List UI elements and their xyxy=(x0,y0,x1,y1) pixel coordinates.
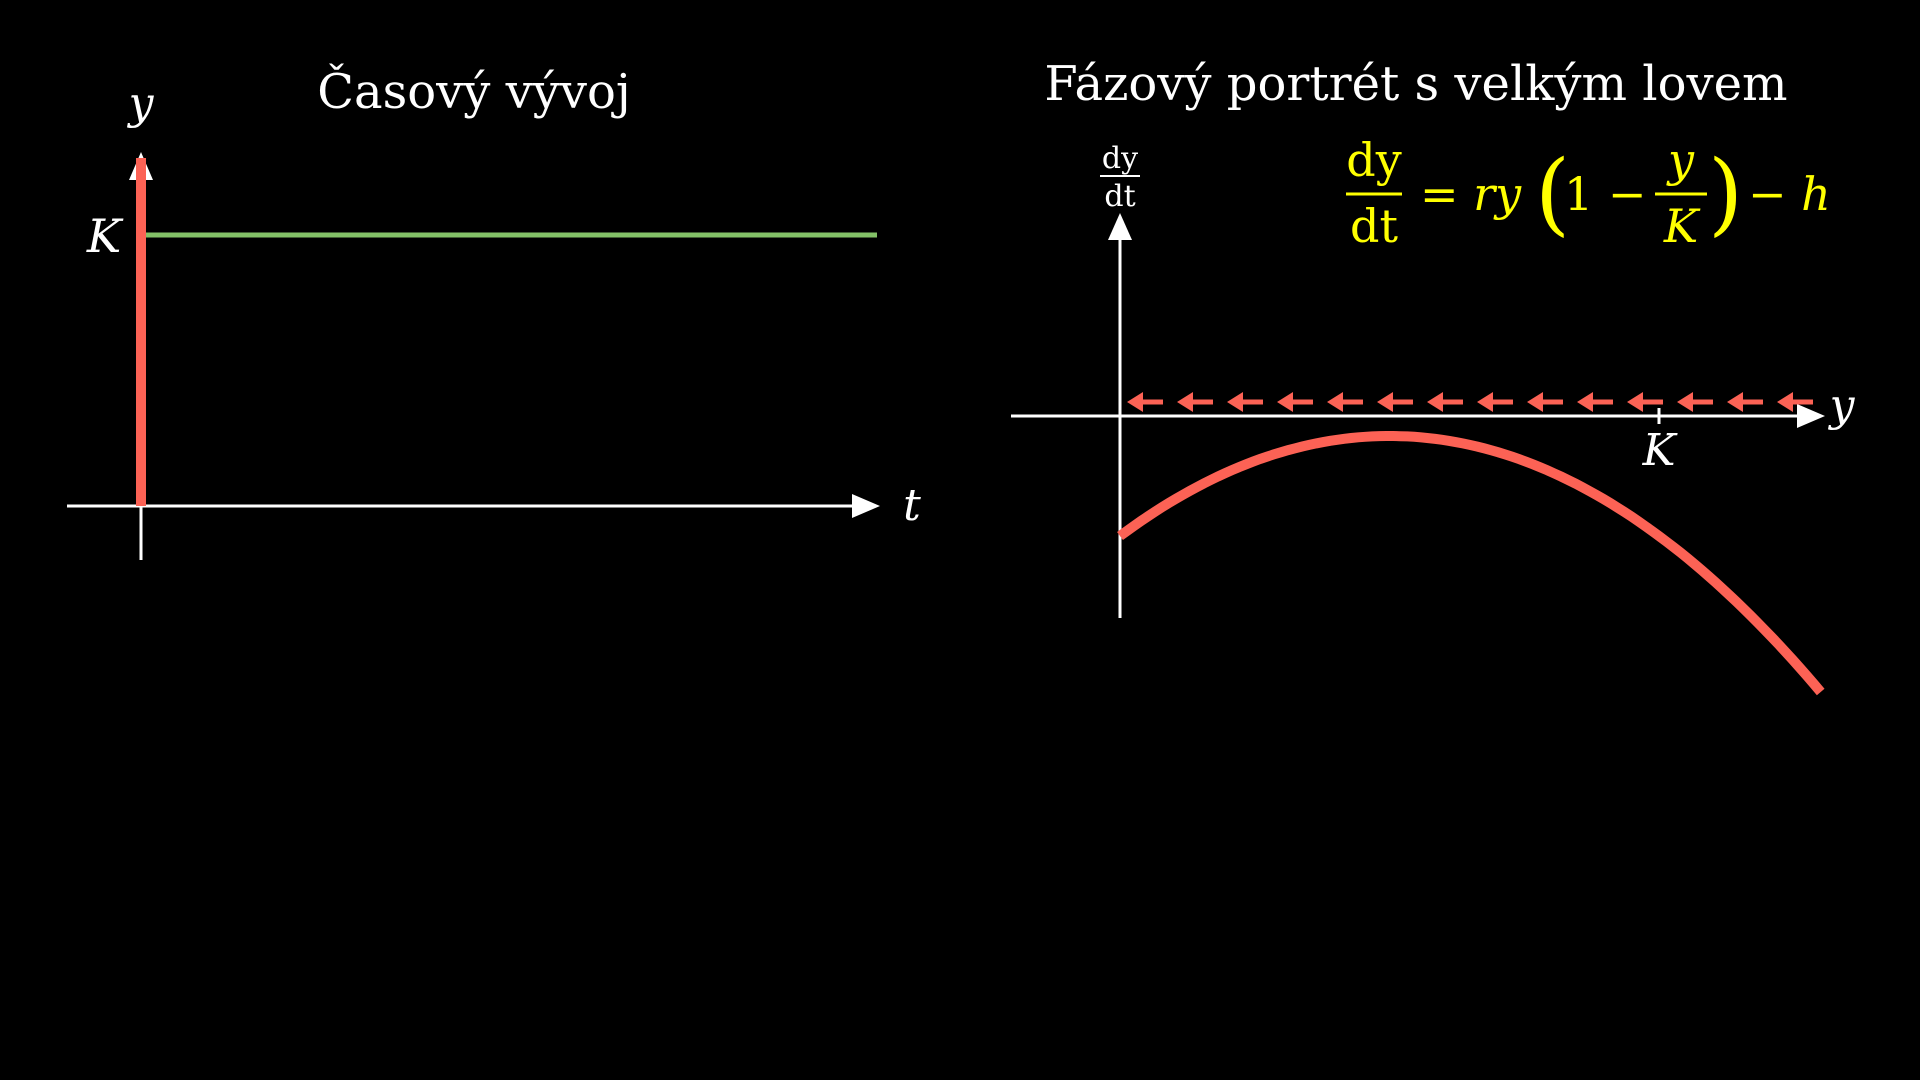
formula-frac-den: K xyxy=(1663,199,1701,253)
left-title: Časový vývoj xyxy=(317,62,631,120)
flow-arrow xyxy=(1627,392,1663,412)
left-y-label: y xyxy=(127,78,155,129)
right-y-label-den: dt xyxy=(1104,179,1135,214)
right-k-label: K xyxy=(1642,425,1678,476)
flow-arrow xyxy=(1777,392,1813,412)
flow-arrow xyxy=(1577,392,1613,412)
phase-curve xyxy=(1117,431,1825,696)
formula-one-minus: 1 − xyxy=(1564,167,1646,221)
flow-arrow xyxy=(1677,392,1713,412)
right-x-axis-arrowhead xyxy=(1797,404,1825,428)
flow-arrow xyxy=(1427,392,1463,412)
formula: dy dt = ry ( 1 − y K ) − h xyxy=(1346,133,1831,253)
flow-arrow xyxy=(1377,392,1413,412)
right-x-label: y xyxy=(1828,380,1856,431)
flow-arrow xyxy=(1177,392,1213,412)
left-k-label: K xyxy=(86,209,124,263)
formula-lhs-num: dy xyxy=(1346,133,1401,187)
left-x-axis-arrowhead xyxy=(852,494,880,518)
formula-frac-num: y xyxy=(1666,133,1695,187)
flow-arrow xyxy=(1727,392,1763,412)
right-title: Fázový portrét s velkým lovem xyxy=(1044,56,1787,112)
left-panel: Časový vývoj y t K xyxy=(67,62,921,560)
left-x-label: t xyxy=(903,480,921,531)
formula-eq: = ry xyxy=(1420,167,1522,221)
formula-open-paren: ( xyxy=(1535,141,1570,246)
flow-arrow xyxy=(1227,392,1263,412)
flow-arrows xyxy=(1127,392,1813,412)
formula-tail: − h xyxy=(1748,167,1831,221)
right-y-label-num: dy xyxy=(1102,141,1138,176)
flow-arrow xyxy=(1127,392,1163,412)
flow-arrow xyxy=(1327,392,1363,412)
formula-lhs-den: dt xyxy=(1350,199,1398,253)
flow-arrow xyxy=(1527,392,1563,412)
right-panel: Fázový portrét s velkým lovem K y dy dt xyxy=(1011,56,1856,696)
formula-close-paren: ) xyxy=(1708,141,1743,246)
flow-arrow xyxy=(1277,392,1313,412)
right-y-axis-arrowhead xyxy=(1108,213,1132,240)
flow-arrow xyxy=(1477,392,1513,412)
